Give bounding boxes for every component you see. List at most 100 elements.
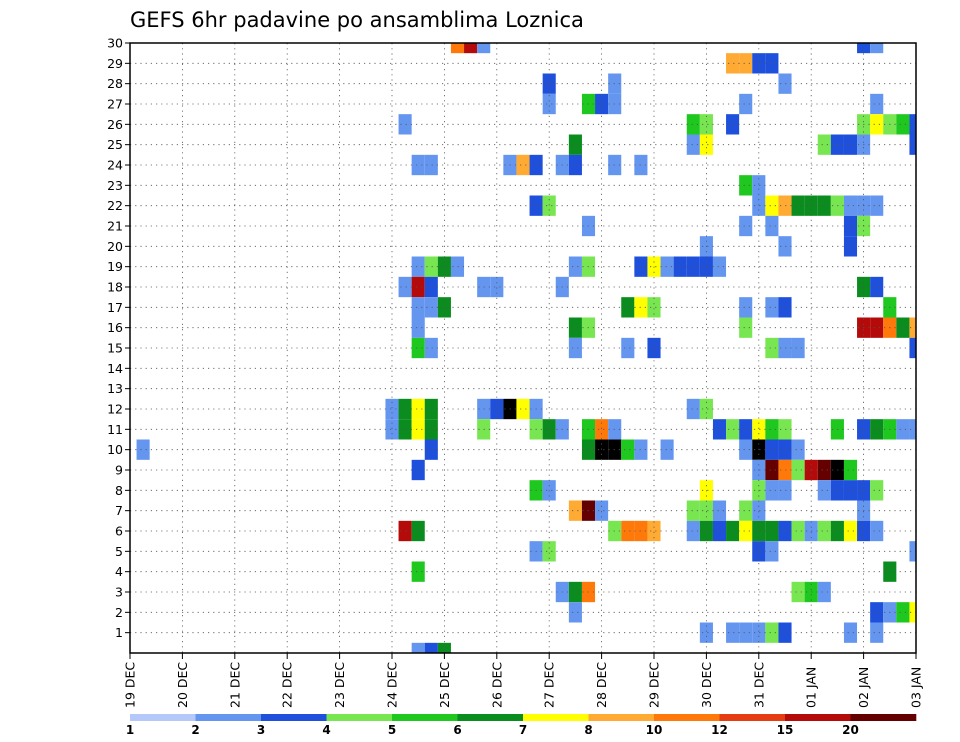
precip-cell <box>686 520 700 542</box>
precip-cell <box>568 134 582 155</box>
precip-cell <box>843 520 858 542</box>
x-tick-label: 27 DEC <box>542 662 557 708</box>
precip-cell <box>870 419 884 440</box>
precip-cell <box>424 276 438 298</box>
precip-cell <box>765 520 779 542</box>
precip-cell <box>398 114 412 135</box>
precip-cell <box>490 398 504 420</box>
precip-cell <box>778 297 792 318</box>
y-tick-label: 6 <box>115 524 123 539</box>
precip-cell <box>699 114 713 135</box>
precip-cell <box>647 520 661 542</box>
precip-cell <box>739 297 753 318</box>
colorbar-label: 3 <box>257 723 265 737</box>
colorbar-swatch <box>785 714 851 721</box>
precip-cell <box>516 154 530 176</box>
precip-cell <box>870 195 884 216</box>
x-tick-label: 24 DEC <box>385 662 400 708</box>
y-tick-label: 10 <box>107 442 123 457</box>
precip-cell <box>870 480 884 501</box>
y-tick-label: 15 <box>107 341 123 356</box>
precip-cell <box>647 297 661 318</box>
colorbar-label: 4 <box>322 723 330 737</box>
precip-cell <box>739 520 753 542</box>
colorbar-swatch <box>392 714 458 721</box>
precip-cell <box>817 581 831 603</box>
precip-cell <box>660 439 674 460</box>
y-tick-label: 19 <box>107 259 123 274</box>
precip-cell <box>136 439 150 460</box>
precip-cell <box>424 337 438 359</box>
precip-cell <box>490 276 504 298</box>
precip-cell <box>843 480 858 501</box>
x-tick-label: 28 DEC <box>594 662 609 708</box>
y-tick-label: 30 <box>107 36 123 51</box>
precip-cell <box>411 642 425 653</box>
precip-cell <box>857 43 871 54</box>
precip-cell <box>568 602 582 623</box>
precip-cell <box>909 114 916 135</box>
precip-cell <box>568 581 582 603</box>
precip-cell <box>870 276 884 298</box>
precip-cell <box>870 317 884 338</box>
precip-cell <box>909 317 916 338</box>
precip-cell <box>765 419 779 440</box>
precip-cell <box>739 93 753 115</box>
x-tick-label: 02 JAN <box>856 667 871 708</box>
precip-cell <box>621 297 635 318</box>
precip-cell <box>765 541 779 562</box>
precip-cell <box>870 602 884 623</box>
colorbar-label: 7 <box>519 723 527 737</box>
y-axis: 1234567891011121314151617181920212223242… <box>107 36 130 640</box>
precip-cell <box>870 622 884 643</box>
precip-cell <box>411 419 425 440</box>
y-tick-label: 11 <box>107 422 123 437</box>
precip-cell <box>778 520 792 542</box>
x-tick-label: 19 DEC <box>123 662 138 708</box>
precip-cell <box>411 297 425 318</box>
x-tick-label: 30 DEC <box>699 662 714 708</box>
precip-cell <box>712 419 727 440</box>
precip-cell <box>634 154 648 176</box>
precip-cell <box>909 337 916 359</box>
y-tick-label: 23 <box>107 178 123 193</box>
precip-cell <box>542 195 556 216</box>
precip-cell <box>739 175 753 196</box>
y-tick-label: 12 <box>107 402 123 417</box>
colorbar-swatch <box>588 714 655 721</box>
precip-cell <box>765 297 779 318</box>
y-tick-label: 8 <box>115 483 123 498</box>
precip-cell <box>686 114 700 135</box>
precip-cell <box>437 642 451 653</box>
grid-layer <box>130 43 916 653</box>
precip-cell <box>752 622 766 643</box>
colorbar-label: 1 <box>126 723 134 737</box>
precip-cell <box>791 581 805 603</box>
colorbar-label: 12 <box>711 723 728 737</box>
precip-cell <box>516 398 530 420</box>
precip-cell <box>739 419 753 440</box>
precip-cell <box>752 541 766 562</box>
precip-cell <box>568 256 582 277</box>
precip-cell <box>896 602 910 623</box>
precip-cell <box>699 134 713 155</box>
precip-cell <box>411 398 425 420</box>
x-tick-label: 20 DEC <box>175 662 190 708</box>
y-tick-label: 18 <box>107 280 123 295</box>
precip-cell <box>398 419 412 440</box>
y-tick-label: 25 <box>107 137 123 152</box>
x-tick-label: 01 JAN <box>804 667 819 708</box>
precip-cell <box>542 541 556 562</box>
precip-cell <box>817 459 831 481</box>
precip-cell <box>778 439 792 460</box>
y-tick-label: 9 <box>115 463 123 478</box>
precip-cell <box>843 459 858 481</box>
precip-cell <box>778 419 792 440</box>
precip-cell <box>778 236 792 257</box>
precip-cell <box>385 419 399 440</box>
precip-cell <box>621 520 635 542</box>
precip-cell <box>411 561 425 582</box>
precip-cell <box>726 419 740 440</box>
precip-cell <box>843 215 858 237</box>
